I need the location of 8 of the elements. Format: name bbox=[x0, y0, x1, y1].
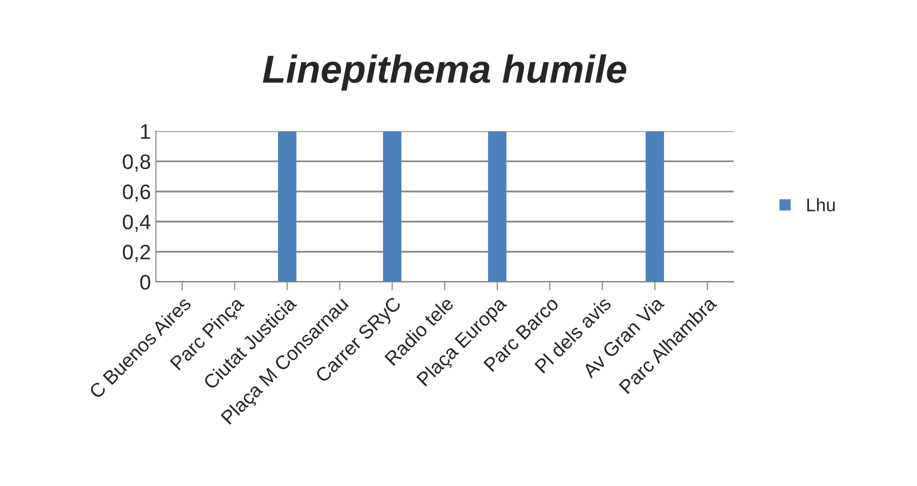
legend-label: Lhu bbox=[807, 198, 835, 212]
y-tick-label: 0,4 bbox=[122, 214, 150, 232]
chart-title: Linepithema humile bbox=[262, 54, 626, 91]
y-tick-label: 0,8 bbox=[122, 154, 150, 172]
y-tick-label: 0,6 bbox=[122, 184, 150, 202]
y-tick-label: 1 bbox=[141, 124, 150, 139]
y-tick-label: 0 bbox=[140, 274, 150, 290]
y-tick-label: 0,2 bbox=[122, 244, 150, 262]
